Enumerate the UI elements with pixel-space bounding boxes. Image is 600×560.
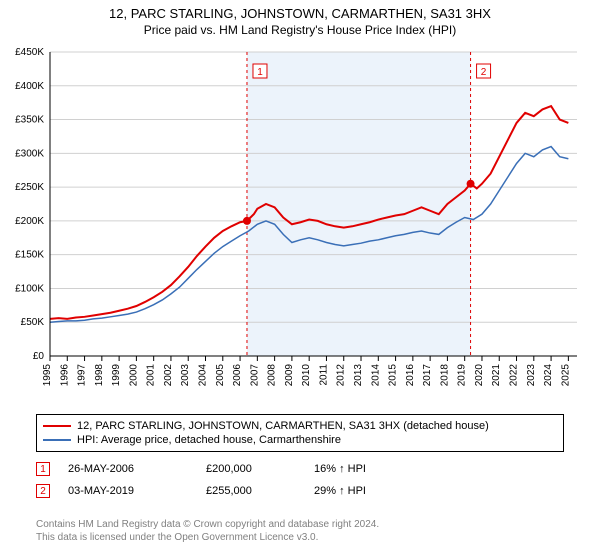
svg-text:2013: 2013 (353, 364, 364, 387)
svg-text:2011: 2011 (318, 364, 329, 386)
chart-plot: £0£50K£100K£150K£200K£250K£300K£350K£400… (50, 44, 585, 404)
svg-text:2002: 2002 (163, 364, 174, 387)
svg-text:£0: £0 (33, 351, 45, 362)
footer-text: Contains HM Land Registry data © Crown c… (36, 518, 379, 544)
svg-text:2009: 2009 (284, 364, 295, 387)
transaction-marker-icon: 2 (36, 484, 50, 498)
svg-text:2001: 2001 (146, 364, 157, 387)
chart-svg: £0£50K£100K£150K£200K£250K£300K£350K£400… (50, 44, 585, 404)
title-block: 12, PARC STARLING, JOHNSTOWN, CARMARTHEN… (0, 0, 600, 37)
footer-line2: This data is licensed under the Open Gov… (36, 531, 379, 544)
svg-text:£200K: £200K (15, 216, 44, 227)
legend-box: 12, PARC STARLING, JOHNSTOWN, CARMARTHEN… (36, 414, 564, 452)
svg-text:2007: 2007 (249, 364, 260, 387)
svg-text:2016: 2016 (405, 364, 416, 387)
transaction-date: 03-MAY-2019 (68, 485, 188, 497)
transaction-pct: 16% ↑ HPI (314, 463, 424, 475)
footer-line1: Contains HM Land Registry data © Crown c… (36, 518, 379, 531)
svg-text:1999: 1999 (111, 364, 122, 387)
svg-text:2025: 2025 (560, 364, 571, 387)
title-main: 12, PARC STARLING, JOHNSTOWN, CARMARTHEN… (0, 6, 600, 21)
svg-text:2014: 2014 (370, 364, 381, 387)
svg-text:£250K: £250K (15, 182, 44, 193)
legend-item-property: 12, PARC STARLING, JOHNSTOWN, CARMARTHEN… (43, 419, 557, 433)
svg-text:£100K: £100K (15, 283, 44, 294)
svg-text:1: 1 (257, 67, 263, 78)
svg-text:2023: 2023 (526, 364, 537, 387)
title-sub: Price paid vs. HM Land Registry's House … (0, 23, 600, 37)
transaction-date: 26-MAY-2006 (68, 463, 188, 475)
svg-text:2019: 2019 (457, 364, 468, 387)
transaction-price: £200,000 (206, 463, 296, 475)
transaction-row: 2 03-MAY-2019 £255,000 29% ↑ HPI (36, 480, 564, 502)
svg-text:2005: 2005 (215, 364, 226, 387)
legend-swatch-hpi (43, 439, 71, 441)
svg-text:2017: 2017 (422, 364, 433, 387)
svg-text:1995: 1995 (42, 364, 53, 387)
transaction-table: 1 26-MAY-2006 £200,000 16% ↑ HPI 2 03-MA… (36, 458, 564, 502)
svg-text:2021: 2021 (491, 364, 502, 387)
svg-text:2018: 2018 (439, 364, 450, 387)
svg-text:2020: 2020 (474, 364, 485, 387)
legend-item-hpi: HPI: Average price, detached house, Carm… (43, 433, 557, 447)
legend-swatch-property (43, 425, 71, 427)
transaction-pct: 29% ↑ HPI (314, 485, 424, 497)
svg-text:1997: 1997 (77, 364, 88, 387)
svg-text:2: 2 (481, 67, 487, 78)
svg-text:£150K: £150K (15, 250, 44, 261)
svg-text:2004: 2004 (198, 364, 209, 387)
chart-container: 12, PARC STARLING, JOHNSTOWN, CARMARTHEN… (0, 0, 600, 560)
transaction-price: £255,000 (206, 485, 296, 497)
svg-text:2022: 2022 (509, 364, 520, 387)
transaction-marker-icon: 1 (36, 462, 50, 476)
legend-label-hpi: HPI: Average price, detached house, Carm… (77, 434, 341, 446)
svg-text:2010: 2010 (301, 364, 312, 387)
transaction-row: 1 26-MAY-2006 £200,000 16% ↑ HPI (36, 458, 564, 480)
svg-text:2006: 2006 (232, 364, 243, 387)
svg-text:2024: 2024 (543, 364, 554, 387)
svg-text:£350K: £350K (15, 115, 44, 126)
svg-text:2012: 2012 (336, 364, 347, 387)
svg-text:£400K: £400K (15, 81, 44, 92)
svg-text:2000: 2000 (128, 364, 139, 387)
svg-text:£300K: £300K (15, 148, 44, 159)
svg-text:1996: 1996 (59, 364, 70, 387)
svg-text:2008: 2008 (267, 364, 278, 387)
legend-label-property: 12, PARC STARLING, JOHNSTOWN, CARMARTHEN… (77, 420, 489, 432)
svg-text:1998: 1998 (94, 364, 105, 387)
svg-text:£450K: £450K (15, 47, 44, 58)
svg-text:2003: 2003 (180, 364, 191, 387)
svg-text:2015: 2015 (388, 364, 399, 387)
svg-text:£50K: £50K (21, 317, 45, 328)
